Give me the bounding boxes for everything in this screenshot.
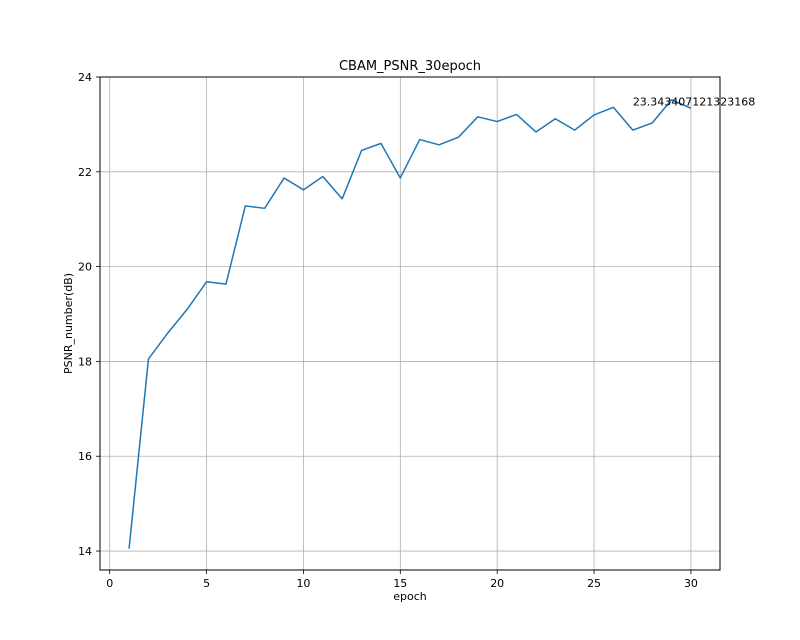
series-layer [128, 99, 692, 549]
x-axis-ticks: 0 5 10 15 20 25 30 [106, 570, 698, 590]
psnr-series-line [128, 99, 692, 549]
y-tick-label: 24 [78, 71, 92, 84]
chart-title: CBAM_PSNR_30epoch [339, 59, 481, 74]
x-tick-label: 10 [296, 577, 310, 590]
plot-frame [99, 76, 721, 571]
x-tick-label: 15 [393, 577, 407, 590]
y-tick-label: 20 [78, 261, 92, 274]
x-axis-label: epoch [393, 590, 427, 603]
y-axis-label: PSNR_number(dB) [62, 273, 75, 374]
grid-lines [100, 76, 720, 570]
x-tick-label: 20 [490, 577, 504, 590]
x-tick-label: 5 [203, 577, 210, 590]
y-tick-label: 22 [78, 166, 92, 179]
x-tick-label: 25 [587, 577, 601, 590]
x-tick-label: 0 [106, 577, 113, 590]
x-tick-label: 30 [684, 577, 698, 590]
y-tick-label: 14 [78, 545, 92, 558]
y-axis-ticks: 14 16 18 20 22 24 [78, 71, 100, 558]
y-tick-label: 18 [78, 355, 92, 368]
y-tick-label: 16 [78, 450, 92, 463]
last-value-annotation: 23.343407121323168 [633, 95, 755, 108]
